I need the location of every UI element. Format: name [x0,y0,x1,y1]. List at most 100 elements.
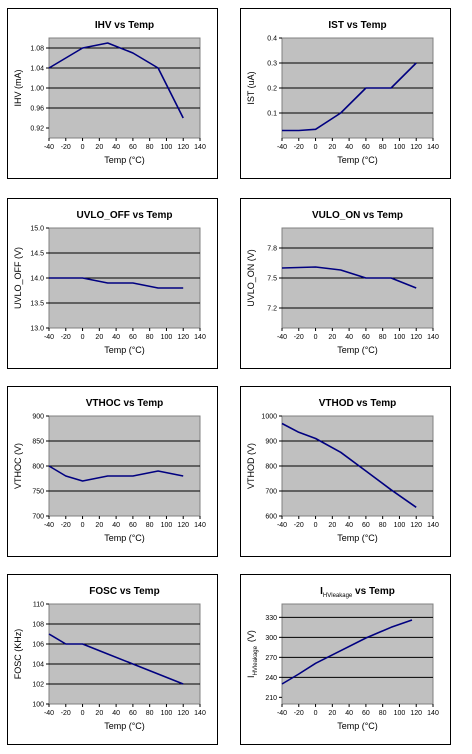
x-tick-label: 0 [81,334,85,341]
x-tick-label: -40 [277,522,287,529]
y-tick-label: 0.2 [267,86,277,93]
y-tick-label: 14.5 [30,251,44,258]
x-tick-label: -40 [44,710,54,717]
series-line-1 [281,422,417,508]
x-tick-label: 100 [161,710,173,717]
x-tick-label: 40 [345,144,353,151]
chart-panel-7: 100 102 104 106 108 110 -40 -20 0 20 40 60 80 100 120 1… [7,574,218,745]
x-tick-label: 140 [194,522,206,529]
x-tick-label: 80 [379,710,387,717]
chart-title: IHVleakage vs Temp [320,586,395,599]
chart-panel-4: 7.2 7.5 7.8 -40 -20 0 20 40 60 80 100 120 140 Temp (°… [240,198,451,369]
x-tick-label: 40 [112,144,120,151]
chart-title: FOSC vs Temp [89,586,159,597]
y-tick-label: 1000 [261,414,277,421]
chart-panel-2: 0.1 0.2 0.3 0.4 -40 -20 0 20 40 60 80 100 120 140 Temp… [240,8,451,179]
x-tick-label: 0 [314,144,318,151]
x-tick-label: 140 [194,710,206,717]
x-tick-label: 60 [362,522,370,529]
x-tick-label: 80 [379,144,387,151]
y-tick-label: 700 [265,489,277,496]
x-tick-label: 20 [95,522,103,529]
y-tick-label: 13.5 [30,301,44,308]
x-tick-label: 60 [362,710,370,717]
x-tick-label: 20 [95,710,103,717]
chart-title: IST vs Temp [328,20,386,31]
x-tick-label: 140 [194,144,206,151]
y-tick-label: 270 [265,655,277,662]
y-tick-label: 1.00 [30,86,44,93]
y-tick-label: 900 [265,439,277,446]
x-tick-label: 140 [194,334,206,341]
x-tick-label: 60 [362,144,370,151]
y-tick-label: 13.0 [30,326,44,333]
x-tick-label: 80 [146,522,154,529]
x-tick-label: 40 [112,334,120,341]
y-tick-label: 0.3 [267,61,277,68]
x-tick-label: 20 [328,334,336,341]
x-tick-label: -40 [44,334,54,341]
x-tick-label: -40 [44,144,54,151]
chart-panel-1: 0.92 0.96 1.00 1.04 1.08 -40 -20 0 20 40 60 80 100 12… [7,8,218,179]
y-tick-label: 600 [265,514,277,521]
y-tick-label: 240 [265,675,277,682]
x-tick-label: -40 [277,334,287,341]
x-tick-label: 40 [112,522,120,529]
x-axis-label: Temp (°C) [337,721,378,731]
x-tick-label: -20 [61,522,71,529]
series-line-1 [49,277,184,289]
y-tick-label: 800 [32,464,44,471]
x-tick-label: 0 [314,334,318,341]
x-tick-label: 40 [112,710,120,717]
y-tick-label: 15.0 [30,226,44,233]
plot-area [281,603,434,705]
x-tick-label: -20 [294,710,304,717]
x-tick-label: 100 [394,522,406,529]
x-tick-label: 60 [129,334,137,341]
x-tick-label: 100 [161,144,173,151]
y-axis-label: VTHOD (V) [246,443,256,489]
y-tick-label: 110 [33,602,44,609]
x-axis-label: Temp (°C) [104,345,145,355]
series-line-1 [48,465,184,482]
x-tick-label: -20 [61,710,71,717]
x-tick-label: 0 [81,522,85,529]
y-tick-label: 300 [265,635,277,642]
y-axis-label: FOSC (KHz) [13,629,23,680]
x-axis-label: Temp (°C) [104,533,145,543]
x-tick-label: 0 [81,710,85,717]
x-tick-label: 0 [81,144,85,151]
chart-panel-6: 600 700 800 900 1000 -40 -20 0 20 40 60 80 100 120 140… [240,386,451,557]
x-tick-label: 20 [95,144,103,151]
y-tick-label: 330 [265,615,277,622]
series-line-1 [281,619,413,685]
y-tick-label: 0.96 [30,106,44,113]
y-tick-label: 900 [32,414,44,421]
y-tick-label: 106 [32,642,44,649]
series-line-1 [48,633,184,685]
y-tick-label: 800 [265,464,277,471]
y-tick-label: 7.2 [267,306,277,313]
y-tick-label: 0.4 [267,36,277,43]
x-tick-label: 120 [177,522,189,529]
x-tick-label: 100 [394,144,406,151]
x-tick-label: 80 [379,334,387,341]
x-tick-label: 140 [427,710,439,717]
y-tick-label: 1.04 [30,66,44,73]
x-tick-label: -20 [61,144,71,151]
chart-panel-5: 700 750 800 850 900 -40 -20 0 20 40 60 80 100 120 140 T… [7,386,218,557]
x-tick-label: 100 [394,710,406,717]
x-tick-label: 60 [129,144,137,151]
y-axis-label: UVLO_ON (V) [246,249,256,307]
y-tick-label: 700 [32,514,44,521]
x-tick-label: 40 [345,522,353,529]
x-tick-label: -20 [61,334,71,341]
x-tick-label: 0 [314,710,318,717]
x-tick-label: 60 [129,522,137,529]
x-tick-label: 20 [328,710,336,717]
x-axis-label: Temp (°C) [337,155,378,165]
x-axis-label: Temp (°C) [104,155,145,165]
x-tick-label: 40 [345,710,353,717]
x-tick-label: 80 [146,710,154,717]
chart-title: UVLO_OFF vs Temp [77,210,173,221]
